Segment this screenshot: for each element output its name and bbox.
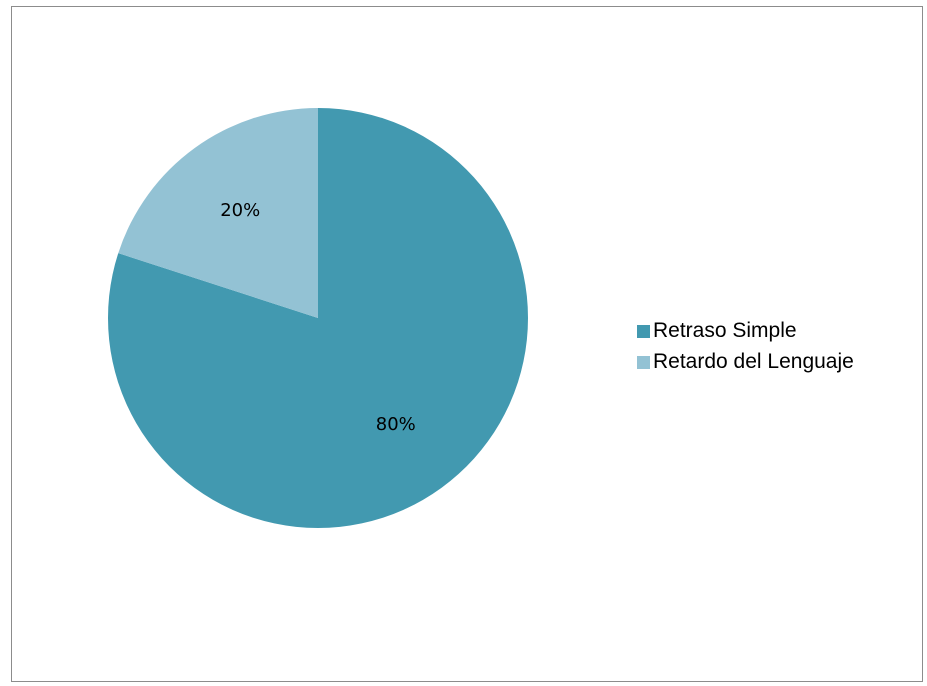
legend-label-retraso-simple: Retraso Simple [653,319,797,342]
legend-swatch-retardo-del-lenguaje [637,355,650,369]
legend: Retraso Simple Retardo del Lenguaje [637,317,854,376]
data-label-retardo-del-lenguaje: 20% [220,200,260,221]
legend-swatch-retraso-simple [637,324,650,338]
legend-item-retardo-del-lenguaje: Retardo del Lenguaje [637,348,854,376]
legend-label-retardo-del-lenguaje: Retardo del Lenguaje [653,350,854,373]
pie-slice-retardo-del-lenguaje [118,108,318,318]
data-label-retraso-simple: 80% [376,414,416,435]
legend-item-retraso-simple: Retraso Simple [637,317,854,345]
